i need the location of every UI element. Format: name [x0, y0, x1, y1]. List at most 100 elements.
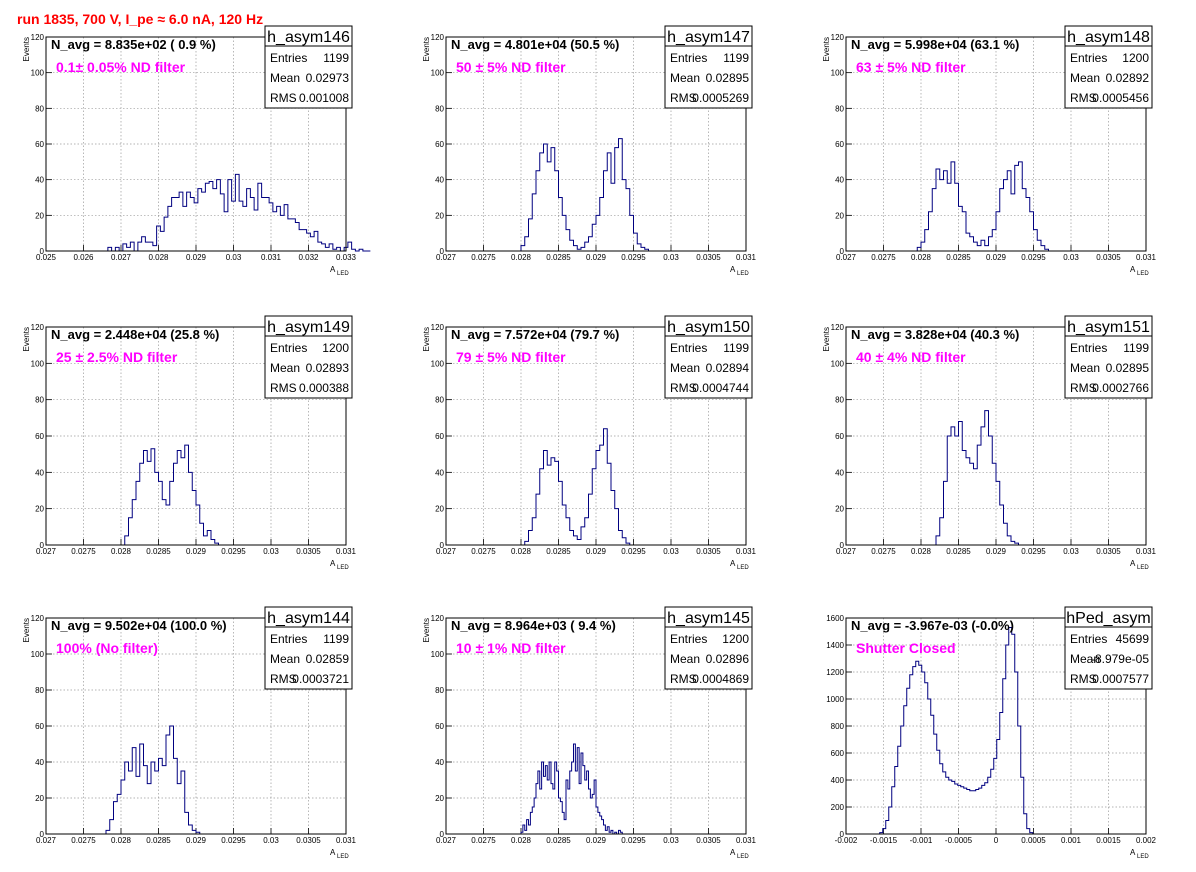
- histogram-name: h_asym149: [267, 319, 350, 336]
- histogram-bin: [529, 825, 531, 834]
- x-tick-label: 0.0305: [1096, 253, 1121, 262]
- stats-rms-label: RMS: [670, 91, 697, 105]
- stats-entries-label: Entries: [1070, 632, 1107, 646]
- histogram-outline: [520, 743, 623, 835]
- x-tick-label: 0.0295: [1021, 547, 1046, 556]
- histogram-bin: [936, 169, 940, 251]
- x-tick-label: 0.031: [736, 253, 757, 262]
- stats-mean-value: 0.02893: [306, 361, 350, 375]
- histogram-name: h_asym150: [667, 319, 750, 336]
- x-tick-label: 0.028: [911, 253, 932, 262]
- histogram-bin: [235, 174, 239, 251]
- x-axis-label-subscript: LED: [337, 565, 349, 571]
- histogram-bin: [174, 463, 178, 545]
- histogram-bin: [151, 449, 155, 545]
- histogram-bin: [1037, 240, 1041, 251]
- histogram-bin: [209, 181, 213, 251]
- histogram-bin: [145, 242, 149, 251]
- histogram-outline: [105, 725, 201, 834]
- y-tick-label: 100: [31, 69, 45, 78]
- x-tick-label: 0.029: [186, 253, 207, 262]
- stats-mean-label: Mean: [270, 652, 300, 666]
- histogram-bin: [619, 530, 623, 545]
- stats-mean-label: Mean: [670, 71, 700, 85]
- x-axis-label-subscript: LED: [737, 271, 749, 277]
- histogram-bin: [962, 212, 966, 251]
- y-tick-label: 60: [435, 722, 444, 731]
- histogram-panel: 0.025 0.026 0.027 0.028 0.029 0.03 0.031 0.032 0…: [22, 25, 371, 277]
- stats-mean-value: 0.02895: [706, 71, 750, 85]
- stats-mean-label: Mean: [670, 652, 700, 666]
- x-tick-label: 0.0275: [871, 253, 896, 262]
- histogram-bin: [600, 445, 604, 545]
- histogram-outline: [879, 626, 1034, 834]
- x-tick-label: 0.028: [148, 253, 169, 262]
- histogram-bin: [540, 789, 542, 834]
- histogram-bin: [273, 212, 277, 251]
- stats-rms-value: 0.0005269: [692, 91, 749, 105]
- stats-mean-value: 0.02859: [306, 652, 350, 666]
- histogram-bin: [996, 212, 1000, 251]
- y-tick-label: 80: [835, 104, 844, 113]
- histogram-bin: [592, 224, 596, 251]
- histogram-bin: [585, 242, 589, 251]
- y-axis-label: Events: [822, 327, 831, 351]
- histogram-bin: [144, 766, 148, 834]
- y-tick-label: 40: [435, 176, 444, 185]
- histogram-bin: [947, 436, 951, 545]
- histogram-bin: [1011, 194, 1015, 251]
- histogram-bin: [575, 771, 577, 834]
- histogram-bin: [1030, 212, 1034, 251]
- x-tick-label: 0.0305: [696, 253, 721, 262]
- x-axis-label: A: [1130, 559, 1136, 568]
- histogram-bin: [337, 247, 341, 251]
- x-axis-label-subscript: LED: [1137, 854, 1149, 860]
- histogram-bin: [125, 536, 129, 545]
- histogram-bin: [544, 776, 546, 834]
- histogram-bin: [577, 540, 581, 545]
- histogram-bin: [299, 230, 303, 251]
- histogram-bin: [913, 667, 916, 834]
- histogram-outline: [916, 161, 1053, 252]
- histogram-bin: [574, 246, 578, 251]
- histogram-bin: [132, 500, 136, 545]
- histogram-bin: [181, 771, 185, 834]
- histogram-bin: [170, 726, 174, 834]
- x-tick-label: 0.0305: [696, 836, 721, 845]
- x-tick-label: 0.0285: [946, 253, 971, 262]
- histogram-bin: [190, 198, 194, 252]
- histogram-bin: [564, 820, 566, 834]
- histogram-bin: [1015, 165, 1019, 251]
- histogram-bin: [977, 246, 981, 251]
- x-tick-label: 0.0295: [221, 547, 246, 556]
- histogram-bin: [547, 780, 549, 834]
- histogram-bin: [929, 212, 933, 251]
- y-tick-label: 40: [35, 468, 44, 477]
- y-tick-label: 1400: [826, 641, 844, 650]
- histogram-bin: [1034, 230, 1038, 251]
- histogram-bin: [258, 183, 262, 251]
- histogram-bin: [559, 481, 563, 545]
- x-tick-label: 0.031: [736, 836, 757, 845]
- x-tick-label: 0.0295: [1021, 253, 1046, 262]
- stats-mean-label: Mean: [670, 361, 700, 375]
- y-tick-label: 40: [35, 176, 44, 185]
- histogram-panel: 0.027 0.0275 0.028 0.0285 0.029 0.0295 0.03 0.0…: [822, 315, 1157, 571]
- histogram-bin: [600, 198, 604, 252]
- stats-entries-value: 1200: [1122, 51, 1149, 65]
- x-axis-label: A: [730, 848, 736, 857]
- stats-entries-value: 1199: [323, 51, 349, 65]
- stats-entries-label: Entries: [670, 632, 707, 646]
- x-tick-label: 0.033: [336, 253, 357, 262]
- histogram-bin: [641, 247, 645, 251]
- y-tick-label: 1200: [826, 668, 844, 677]
- histogram-bin: [944, 171, 948, 251]
- x-tick-label: 0.002: [1136, 836, 1157, 845]
- x-tick-label: 0.029: [586, 836, 607, 845]
- histogram-bin: [1007, 536, 1011, 545]
- plot-frame: [445, 36, 747, 252]
- stats-entries-label: Entries: [1070, 341, 1107, 355]
- histogram-bin: [239, 201, 243, 251]
- x-tick-label: 0.0285: [546, 547, 571, 556]
- y-tick-label: 40: [835, 468, 844, 477]
